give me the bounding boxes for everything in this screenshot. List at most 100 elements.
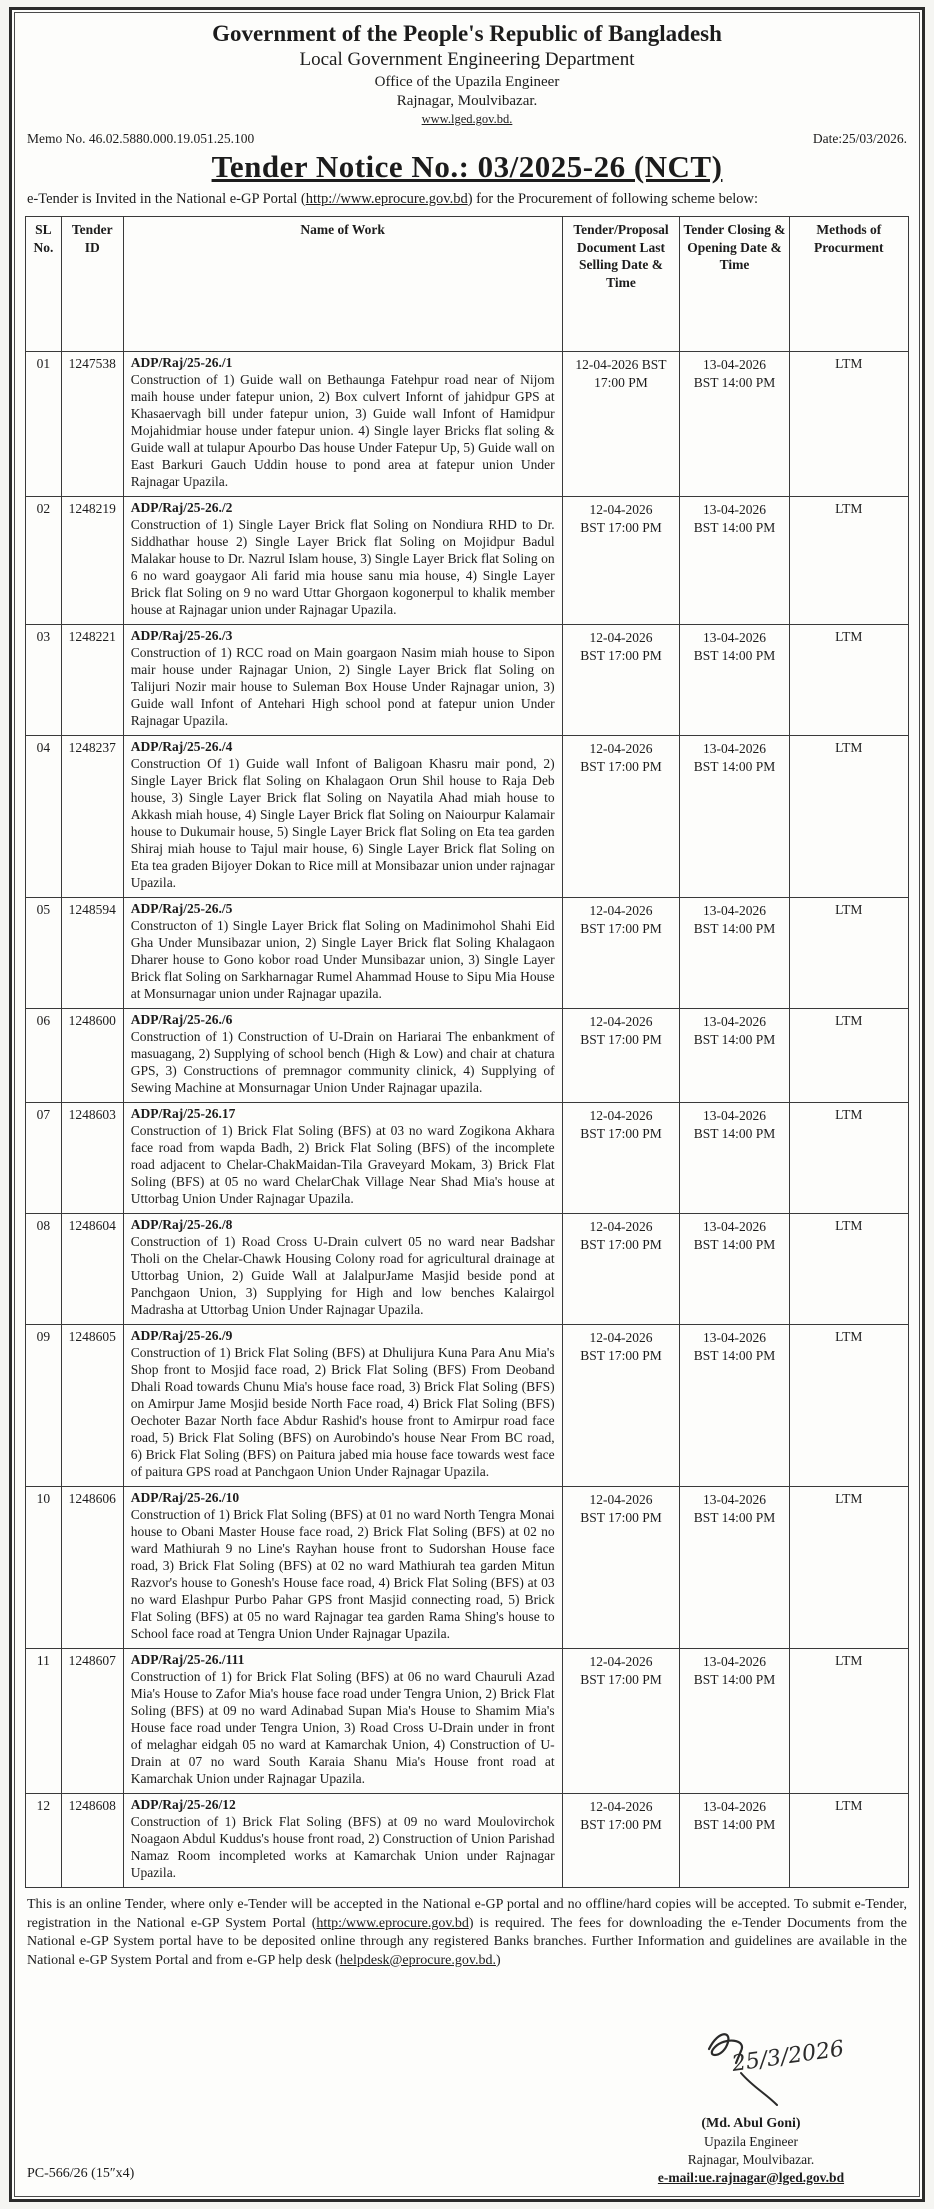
svg-text:25/3/2026: 25/3/2026 — [729, 2037, 845, 2078]
row-sl: 08 — [25, 1213, 62, 1326]
row-work: ADP/Raj/25-26./1 Construction of 1) Guid… — [122, 351, 563, 498]
row-tender-id: 1248237 — [60, 735, 124, 899]
row-tender-id: 1248219 — [60, 496, 124, 626]
row-work: ADP/Raj/25-26.17 Construction of 1) Bric… — [122, 1102, 563, 1215]
row-selling-date: 12-04-2026 BST 17:00 PM — [561, 1102, 681, 1215]
row-tender-id: 1248608 — [60, 1793, 124, 1889]
document-frame: Government of the People's Republic of B… — [9, 7, 925, 2203]
work-title: ADP/Raj/25-26./3 — [130, 628, 233, 644]
row-method: LTM — [788, 351, 910, 498]
row-tender-id: 1248221 — [60, 624, 124, 737]
work-description: Construction of 1) Brick Flat Soling (BF… — [130, 1814, 555, 1881]
eprocure-url: http://www.eprocure.gov.bd — [305, 191, 468, 207]
row-work: ADP/Raj/25-26./3 Construction of 1) RCC … — [122, 624, 563, 737]
row-sl: 06 — [25, 1008, 62, 1104]
work-description: Constructon of 1) Single Layer Brick fla… — [130, 918, 555, 1002]
work-description: Construction of 1) Single Layer Brick fl… — [130, 517, 555, 618]
memo-number: Memo No. 46.02.5880.000.19.051.25.100 — [27, 131, 255, 146]
row-method: LTM — [788, 897, 910, 1010]
footer-note: This is an online Tender, where only e-T… — [27, 1896, 907, 1970]
intro-prefix: e-Tender is Invited in the National e-GP… — [27, 191, 306, 207]
work-description: Construction of 1) Guide wall on Bethaun… — [130, 372, 555, 490]
row-tender-id: 1248605 — [60, 1324, 124, 1488]
row-method: LTM — [788, 1008, 910, 1104]
signer-title: Upazila Engineer — [703, 2134, 799, 2150]
row-sl: 03 — [25, 624, 62, 737]
row-closing-date: 13-04-2026 BST 14:00 PM — [679, 1486, 790, 1650]
tender-table: SL No. Tender ID Name of Work Tender/Pro… — [25, 215, 910, 1889]
notice-title: Tender Notice No.: 03/2025-26 (NCT) — [211, 149, 723, 184]
row-sl: 12 — [25, 1793, 62, 1889]
table-row: 08 1248604 ADP/Raj/25-26./8 Construction… — [25, 1213, 910, 1326]
office-line: Office of the Upazila Engineer — [374, 74, 560, 90]
work-title: ADP/Raj/25-26./8 — [130, 1217, 233, 1233]
website-link: www.lged.gov.bd. — [421, 112, 513, 126]
row-selling-date: 12-04-2026 BST 17:00 PM — [561, 1324, 681, 1488]
row-method: LTM — [788, 496, 910, 626]
table-row: 04 1248237 ADP/Raj/25-26./4 Construction… — [25, 735, 910, 899]
location-line: Rajnagar, Moulvibazar. — [396, 93, 538, 109]
row-closing-date: 13-04-2026 BST 14:00 PM — [679, 624, 790, 737]
row-work: ADP/Raj/25-26./4 Construction Of 1) Guid… — [122, 735, 563, 899]
row-sl: 10 — [25, 1486, 62, 1650]
work-description: Construction of 1) Brick Flat Soling (BF… — [130, 1123, 555, 1207]
work-title: ADP/Raj/25-26./111 — [130, 1652, 245, 1668]
row-sl: 07 — [25, 1102, 62, 1215]
col-header-selling: Tender/Proposal Document Last Selling Da… — [561, 215, 681, 353]
work-description: Construction of 1) Road Cross U-Drain cu… — [130, 1234, 555, 1318]
work-description: Construction of 1) Brick Flat Soling (BF… — [130, 1345, 555, 1480]
row-selling-date: 12-04-2026 BST 17:00 PM — [561, 897, 681, 1010]
table-row: 09 1248605 ADP/Raj/25-26./9 Construction… — [25, 1324, 910, 1488]
note-text-3: ) — [495, 1952, 501, 1968]
row-tender-id: 1248603 — [60, 1102, 124, 1215]
work-description: Construction of 1) for Brick Flat Soling… — [130, 1669, 555, 1787]
work-title: ADP/Raj/25-26./4 — [130, 739, 233, 755]
work-title: ADP/Raj/25-26./9 — [130, 1328, 233, 1344]
table-row: 12 1248608 ADP/Raj/25-26/12 Construction… — [25, 1793, 910, 1889]
work-title: ADP/Raj/25-26./6 — [130, 1012, 233, 1028]
helpdesk-email: helpdesk@eprocure.gov.bd. — [339, 1952, 496, 1968]
row-sl: 02 — [25, 496, 62, 626]
row-tender-id: 1248606 — [60, 1486, 124, 1650]
intro-line: e-Tender is Invited in the National e-GP… — [27, 191, 909, 208]
work-title: ADP/Raj/25-26/12 — [130, 1797, 236, 1813]
signer-email: e-mail:ue.rajnagar@lged.gov.bd — [657, 2169, 845, 2185]
row-tender-id: 1248607 — [60, 1648, 124, 1795]
row-closing-date: 13-04-2026 BST 14:00 PM — [679, 1793, 790, 1889]
row-sl: 09 — [25, 1324, 62, 1488]
col-header-tender-id: Tender ID — [60, 215, 124, 353]
table-row: 06 1248600 ADP/Raj/25-26./6 Construction… — [25, 1008, 910, 1104]
row-work: ADP/Raj/25-26./8 Construction of 1) Road… — [122, 1213, 563, 1326]
work-title: ADP/Raj/25-26./10 — [130, 1490, 240, 1506]
col-header-closing: Tender Closing & Opening Date & Time — [679, 215, 790, 353]
press-code: PC-566/26 (15″x4) — [27, 2166, 135, 2182]
table-row: 03 1248221 ADP/Raj/25-26./3 Construction… — [25, 624, 910, 737]
row-closing-date: 13-04-2026 BST 14:00 PM — [679, 1324, 790, 1488]
row-closing-date: 13-04-2026 BST 14:00 PM — [679, 1102, 790, 1215]
table-row: 01 1247538 ADP/Raj/25-26./1 Construction… — [25, 351, 910, 498]
table-row: 05 1248594 ADP/Raj/25-26./5 Constructon … — [25, 897, 910, 1010]
row-closing-date: 13-04-2026 BST 14:00 PM — [679, 897, 790, 1010]
note-text-1: This is an online Tender, where only e-T… — [27, 1897, 907, 1931]
row-sl: 05 — [25, 897, 62, 1010]
table-row: 11 1248607 ADP/Raj/25-26./111 Constructi… — [25, 1648, 910, 1795]
table-header-row: SL No. Tender ID Name of Work Tender/Pro… — [25, 215, 910, 353]
government-title: Government of the People's Republic of B… — [212, 21, 722, 46]
row-method: LTM — [788, 1486, 910, 1650]
row-work: ADP/Raj/25-26/12 Construction of 1) Bric… — [122, 1793, 563, 1889]
row-work: ADP/Raj/25-26./6 Construction of 1) Cons… — [122, 1008, 563, 1104]
signer-location: Rajnagar, Moulvibazar. — [687, 2151, 815, 2167]
row-closing-date: 13-04-2026 BST 14:00 PM — [679, 735, 790, 899]
row-selling-date: 12-04-2026 BST 17:00 PM — [561, 1213, 681, 1326]
memo-date: Date:25/03/2026. — [812, 131, 907, 146]
row-selling-date: 12-04-2026 BST 17:00 PM — [561, 624, 681, 737]
row-sl: 04 — [25, 735, 62, 899]
signer-name: (Md. Abul Goni) — [701, 2116, 801, 2132]
row-work: ADP/Raj/25-26./9 Construction of 1) Bric… — [122, 1324, 563, 1488]
row-closing-date: 13-04-2026 BST 14:00 PM — [679, 1213, 790, 1326]
col-header-method: Methods of Procurment — [788, 215, 910, 353]
work-title: ADP/Raj/25-26./5 — [130, 901, 233, 917]
table-row: 02 1248219 ADP/Raj/25-26./2 Construction… — [25, 496, 910, 626]
row-tender-id: 1247538 — [60, 351, 124, 498]
row-work: ADP/Raj/25-26./2 Construction of 1) Sing… — [122, 496, 563, 626]
